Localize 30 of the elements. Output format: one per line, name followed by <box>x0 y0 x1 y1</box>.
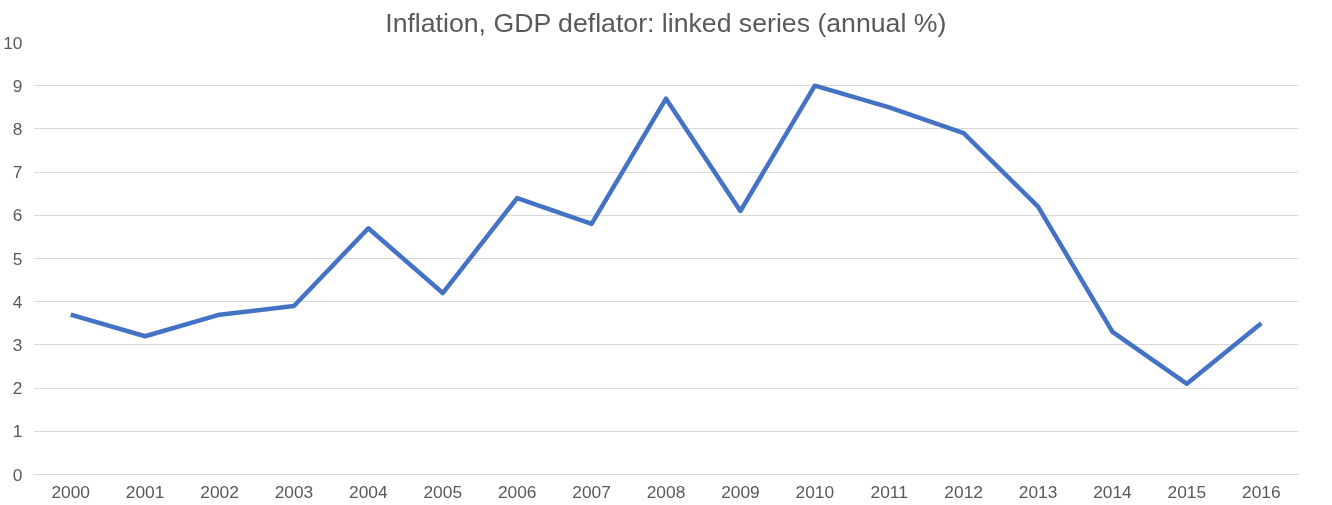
y-tick-label: 6 <box>12 205 23 226</box>
x-tick-label: 2010 <box>795 481 835 502</box>
x-tick-label: 2011 <box>870 481 908 502</box>
chart-title: Inflation, GDP deflator: linked series (annual %) <box>385 7 947 38</box>
y-tick-label: 9 <box>12 75 23 96</box>
x-tick-label: 2013 <box>1018 481 1058 502</box>
x-tick-label: 2007 <box>572 481 611 502</box>
y-tick-label: 10 <box>3 32 23 53</box>
x-tick-label: 2014 <box>1093 481 1133 502</box>
x-tick-label: 2001 <box>125 481 165 502</box>
y-tick-label: 4 <box>12 291 23 312</box>
x-tick-label: 2015 <box>1167 481 1207 502</box>
x-tick-label: 2004 <box>349 481 388 502</box>
y-tick-label: 7 <box>12 162 23 183</box>
x-tick-label: 2006 <box>497 481 537 502</box>
x-tick-label: 2012 <box>944 481 983 502</box>
x-tick-label: 2003 <box>274 481 314 502</box>
x-tick-label: 2008 <box>646 481 686 502</box>
y-tick-label: 8 <box>12 118 23 139</box>
y-tick-label: 5 <box>12 248 23 269</box>
line-series <box>68 83 1264 387</box>
x-tick-label: 2016 <box>1242 481 1281 502</box>
x-tick-label: 2002 <box>200 481 239 502</box>
y-tick-label: 1 <box>12 421 23 442</box>
x-tick-label: 2005 <box>423 481 463 502</box>
y-tick-label: 3 <box>12 334 23 355</box>
x-tick-label: 2009 <box>721 481 760 502</box>
y-tick-label: 0 <box>12 464 23 485</box>
x-tick-label: 2000 <box>51 481 90 502</box>
y-tick-label: 2 <box>12 378 23 399</box>
